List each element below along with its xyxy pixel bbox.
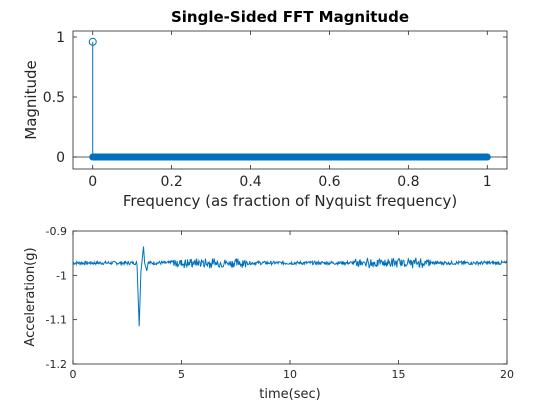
fft-marks xyxy=(73,37,507,161)
accel-ticks: 0 5 10 15 20 -1.2 -1.1 -1 -0.9 xyxy=(46,225,514,381)
fft-xtick-label: 0 xyxy=(88,174,97,190)
fft-dc-marker xyxy=(88,37,97,46)
fft-axes-box xyxy=(72,30,508,170)
accel-chart: 0 5 10 15 20 -1.2 -1.1 -1 -0.9 time(sec) Acceler… xyxy=(23,225,514,402)
accel-ytick-label: -1.1 xyxy=(46,314,67,327)
accel-xtick-label: 15 xyxy=(392,368,406,381)
accel-marks xyxy=(72,246,508,327)
accel-xtick-label: 20 xyxy=(500,368,514,381)
accel-xtick-label: 10 xyxy=(283,368,297,381)
accel-xlabel: time(sec) xyxy=(259,387,320,402)
fft-xlabel: Frequency (as fraction of Nyquist freque… xyxy=(123,192,457,210)
accel-ylabel: Acceleration(g) xyxy=(23,247,38,346)
fft-chart: Single-Sided FFT Magnitude 0 0.2 0.4 0.6 0.8… xyxy=(22,8,508,210)
fft-ytick-label: 0 xyxy=(56,150,65,166)
accel-ytick-label: -0.9 xyxy=(46,225,67,238)
fft-ytick-label: 0.5 xyxy=(43,90,65,106)
fft-ytick-label: 1 xyxy=(56,30,65,46)
accel-xtick-label: 5 xyxy=(178,368,185,381)
fft-xtick-label: 0.2 xyxy=(161,174,183,190)
fft-title: Single-Sided FFT Magnitude xyxy=(171,8,409,26)
fft-xtick-label: 0.8 xyxy=(397,174,419,190)
accel-ytick-label: -1.2 xyxy=(46,358,67,371)
fft-xtick-label: 0.4 xyxy=(239,174,261,190)
accel-xtick-label: 0 xyxy=(70,368,77,381)
accel-ytick-label: -1 xyxy=(56,269,67,282)
fft-ylabel: Magnitude xyxy=(22,60,40,139)
fft-xtick-label: 0.6 xyxy=(318,174,340,190)
accel-series-line xyxy=(72,246,508,327)
fft-ticks: 0 0.2 0.4 0.6 0.8 1 0 0.5 1 xyxy=(43,30,507,190)
fft-xtick-label: 1 xyxy=(483,174,492,190)
